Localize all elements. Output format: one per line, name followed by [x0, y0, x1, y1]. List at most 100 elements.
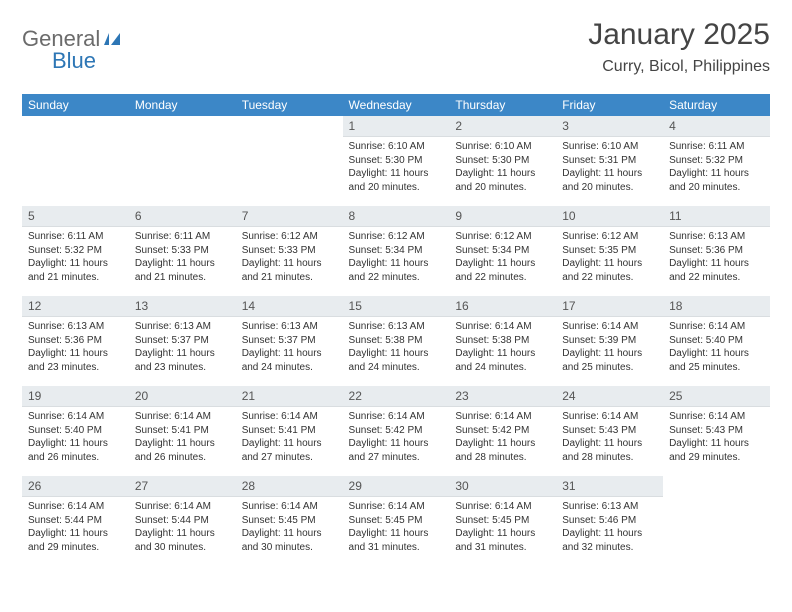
daylight-line: Daylight: 11 hours and 20 minutes.	[455, 167, 550, 194]
day-cell: 5Sunrise: 6:11 AMSunset: 5:32 PMDaylight…	[22, 206, 129, 296]
daylight-line: Daylight: 11 hours and 24 minutes.	[242, 347, 337, 374]
day-detail: Sunrise: 6:10 AMSunset: 5:31 PMDaylight:…	[556, 137, 663, 198]
day-number: 14	[236, 296, 343, 317]
daylight-line: Daylight: 11 hours and 24 minutes.	[349, 347, 444, 374]
sunset-line: Sunset: 5:45 PM	[349, 514, 444, 528]
day-cell: 9Sunrise: 6:12 AMSunset: 5:34 PMDaylight…	[449, 206, 556, 296]
day-number: 31	[556, 476, 663, 497]
day-detail: Sunrise: 6:13 AMSunset: 5:36 PMDaylight:…	[663, 227, 770, 288]
sunrise-line: Sunrise: 6:12 AM	[242, 230, 337, 244]
day-detail: Sunrise: 6:12 AMSunset: 5:34 PMDaylight:…	[449, 227, 556, 288]
sunset-line: Sunset: 5:44 PM	[28, 514, 123, 528]
calendar-body: 1Sunrise: 6:10 AMSunset: 5:30 PMDaylight…	[22, 116, 770, 566]
weekday-header-row: SundayMondayTuesdayWednesdayThursdayFrid…	[22, 94, 770, 116]
week-row: 19Sunrise: 6:14 AMSunset: 5:40 PMDayligh…	[22, 386, 770, 476]
sunset-line: Sunset: 5:43 PM	[669, 424, 764, 438]
day-detail: Sunrise: 6:14 AMSunset: 5:43 PMDaylight:…	[556, 407, 663, 468]
daylight-line: Daylight: 11 hours and 21 minutes.	[242, 257, 337, 284]
day-cell: 28Sunrise: 6:14 AMSunset: 5:45 PMDayligh…	[236, 476, 343, 566]
daylight-line: Daylight: 11 hours and 27 minutes.	[349, 437, 444, 464]
day-cell: 11Sunrise: 6:13 AMSunset: 5:36 PMDayligh…	[663, 206, 770, 296]
day-cell: 22Sunrise: 6:14 AMSunset: 5:42 PMDayligh…	[343, 386, 450, 476]
day-detail: Sunrise: 6:13 AMSunset: 5:37 PMDaylight:…	[236, 317, 343, 378]
day-number: 24	[556, 386, 663, 407]
day-detail: Sunrise: 6:13 AMSunset: 5:46 PMDaylight:…	[556, 497, 663, 558]
day-cell: 23Sunrise: 6:14 AMSunset: 5:42 PMDayligh…	[449, 386, 556, 476]
day-cell: 18Sunrise: 6:14 AMSunset: 5:40 PMDayligh…	[663, 296, 770, 386]
sunrise-line: Sunrise: 6:14 AM	[669, 410, 764, 424]
day-detail: Sunrise: 6:14 AMSunset: 5:43 PMDaylight:…	[663, 407, 770, 468]
day-detail: Sunrise: 6:10 AMSunset: 5:30 PMDaylight:…	[343, 137, 450, 198]
daylight-line: Daylight: 11 hours and 20 minutes.	[349, 167, 444, 194]
daylight-line: Daylight: 11 hours and 22 minutes.	[562, 257, 657, 284]
day-number: 10	[556, 206, 663, 227]
daylight-line: Daylight: 11 hours and 22 minutes.	[669, 257, 764, 284]
day-detail: Sunrise: 6:14 AMSunset: 5:39 PMDaylight:…	[556, 317, 663, 378]
day-detail: Sunrise: 6:13 AMSunset: 5:36 PMDaylight:…	[22, 317, 129, 378]
day-detail: Sunrise: 6:14 AMSunset: 5:42 PMDaylight:…	[449, 407, 556, 468]
day-number: 26	[22, 476, 129, 497]
location: Curry, Bicol, Philippines	[588, 58, 770, 76]
week-row: 1Sunrise: 6:10 AMSunset: 5:30 PMDaylight…	[22, 116, 770, 206]
week-row: 26Sunrise: 6:14 AMSunset: 5:44 PMDayligh…	[22, 476, 770, 566]
weekday-header: Wednesday	[343, 94, 450, 116]
day-number: 23	[449, 386, 556, 407]
sunset-line: Sunset: 5:37 PM	[242, 334, 337, 348]
day-number: 1	[343, 116, 450, 137]
sunrise-line: Sunrise: 6:13 AM	[135, 320, 230, 334]
sunset-line: Sunset: 5:44 PM	[135, 514, 230, 528]
day-cell: 3Sunrise: 6:10 AMSunset: 5:31 PMDaylight…	[556, 116, 663, 206]
day-number: 25	[663, 386, 770, 407]
sunrise-line: Sunrise: 6:14 AM	[135, 410, 230, 424]
daylight-line: Daylight: 11 hours and 26 minutes.	[135, 437, 230, 464]
day-number: 7	[236, 206, 343, 227]
sunrise-line: Sunrise: 6:10 AM	[562, 140, 657, 154]
sunrise-line: Sunrise: 6:14 AM	[455, 410, 550, 424]
weekday-header: Saturday	[663, 94, 770, 116]
sunset-line: Sunset: 5:38 PM	[349, 334, 444, 348]
day-detail: Sunrise: 6:14 AMSunset: 5:40 PMDaylight:…	[22, 407, 129, 468]
sunset-line: Sunset: 5:38 PM	[455, 334, 550, 348]
title-block: January 2025 Curry, Bicol, Philippines	[588, 18, 770, 76]
day-cell: 13Sunrise: 6:13 AMSunset: 5:37 PMDayligh…	[129, 296, 236, 386]
day-cell: 14Sunrise: 6:13 AMSunset: 5:37 PMDayligh…	[236, 296, 343, 386]
day-detail: Sunrise: 6:12 AMSunset: 5:34 PMDaylight:…	[343, 227, 450, 288]
day-detail: Sunrise: 6:14 AMSunset: 5:41 PMDaylight:…	[129, 407, 236, 468]
daylight-line: Daylight: 11 hours and 23 minutes.	[135, 347, 230, 374]
weekday-header: Sunday	[22, 94, 129, 116]
week-row: 5Sunrise: 6:11 AMSunset: 5:32 PMDaylight…	[22, 206, 770, 296]
sunrise-line: Sunrise: 6:13 AM	[28, 320, 123, 334]
day-cell: 6Sunrise: 6:11 AMSunset: 5:33 PMDaylight…	[129, 206, 236, 296]
flag-icon	[102, 30, 124, 48]
month-title: January 2025	[588, 18, 770, 52]
sunrise-line: Sunrise: 6:13 AM	[349, 320, 444, 334]
sunset-line: Sunset: 5:41 PM	[135, 424, 230, 438]
day-cell: 12Sunrise: 6:13 AMSunset: 5:36 PMDayligh…	[22, 296, 129, 386]
daylight-line: Daylight: 11 hours and 23 minutes.	[28, 347, 123, 374]
day-number: 19	[22, 386, 129, 407]
day-cell: 30Sunrise: 6:14 AMSunset: 5:45 PMDayligh…	[449, 476, 556, 566]
day-detail: Sunrise: 6:14 AMSunset: 5:42 PMDaylight:…	[343, 407, 450, 468]
sunset-line: Sunset: 5:30 PM	[349, 154, 444, 168]
brand-word2-wrap: Blue	[24, 48, 96, 74]
daylight-line: Daylight: 11 hours and 32 minutes.	[562, 527, 657, 554]
weekday-header: Thursday	[449, 94, 556, 116]
day-number: 29	[343, 476, 450, 497]
sunrise-line: Sunrise: 6:14 AM	[135, 500, 230, 514]
day-cell: 27Sunrise: 6:14 AMSunset: 5:44 PMDayligh…	[129, 476, 236, 566]
day-cell: 1Sunrise: 6:10 AMSunset: 5:30 PMDaylight…	[343, 116, 450, 206]
day-cell: 25Sunrise: 6:14 AMSunset: 5:43 PMDayligh…	[663, 386, 770, 476]
sunrise-line: Sunrise: 6:13 AM	[669, 230, 764, 244]
day-cell: 16Sunrise: 6:14 AMSunset: 5:38 PMDayligh…	[449, 296, 556, 386]
day-number: 20	[129, 386, 236, 407]
sunset-line: Sunset: 5:45 PM	[242, 514, 337, 528]
daylight-line: Daylight: 11 hours and 27 minutes.	[242, 437, 337, 464]
sunset-line: Sunset: 5:33 PM	[135, 244, 230, 258]
day-number: 3	[556, 116, 663, 137]
sunset-line: Sunset: 5:33 PM	[242, 244, 337, 258]
daylight-line: Daylight: 11 hours and 21 minutes.	[135, 257, 230, 284]
day-detail: Sunrise: 6:10 AMSunset: 5:30 PMDaylight:…	[449, 137, 556, 198]
daylight-line: Daylight: 11 hours and 28 minutes.	[562, 437, 657, 464]
day-cell: 26Sunrise: 6:14 AMSunset: 5:44 PMDayligh…	[22, 476, 129, 566]
daylight-line: Daylight: 11 hours and 26 minutes.	[28, 437, 123, 464]
